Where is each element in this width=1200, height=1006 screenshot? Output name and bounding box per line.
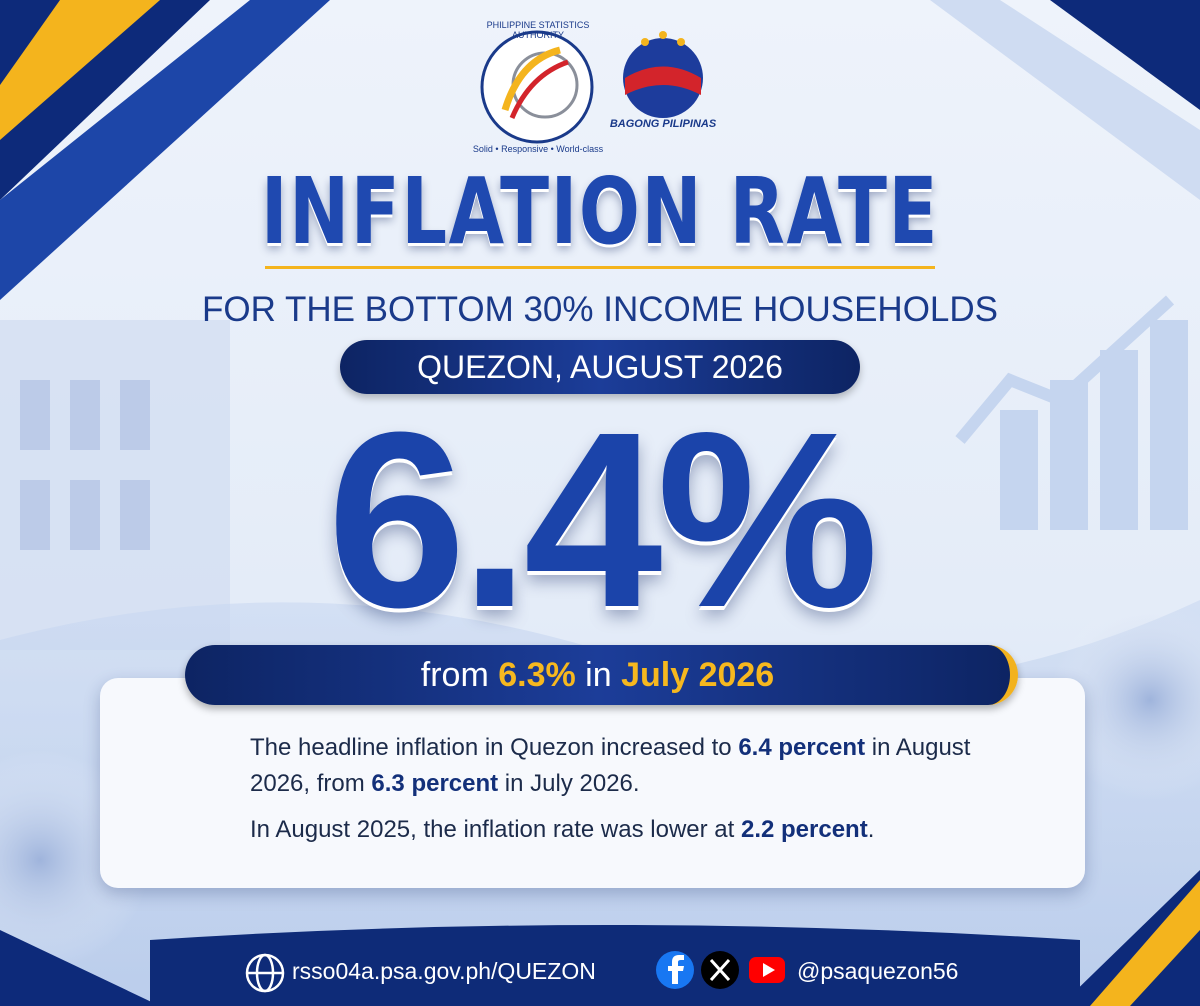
note-text: in July 2026.: [498, 770, 640, 797]
prefix: from: [420, 656, 499, 694]
psa-name: PHILIPPINE STATISTICS AUTHORITY: [486, 20, 590, 40]
note-text: .: [867, 816, 875, 843]
psa-motto: Solid • Responsive • World-class: [472, 144, 604, 154]
note-text: The headline inflation in Quezon increas…: [250, 734, 739, 761]
comparison: from 6.3% in July 2026: [185, 645, 1018, 705]
bagong-pilipinas: BAGONG PILIPINAS: [609, 118, 717, 130]
title: INFLATION RATE: [260, 158, 940, 265]
subtitle: FOR THE BOTTOM 30% INCOME HOUSEHOLDS: [201, 290, 999, 329]
note-emphasis: 6.3 percent: [371, 770, 499, 797]
previous-period: July 2026: [621, 656, 775, 694]
note-emphasis: 2.2 percent: [740, 816, 868, 843]
social-handle: @psaquezon56: [797, 958, 959, 984]
note: The headline inflation in Quezon increas…: [250, 730, 1030, 802]
note: In August 2025, the inflation rate was l…: [250, 812, 1030, 848]
headline-rate: 6.4%: [327, 380, 879, 659]
note-text: in August 2026, from: [250, 734, 978, 797]
location-period: QUEZON, AUGUST 2026: [340, 340, 860, 394]
connector: in: [575, 656, 622, 694]
website: rsso04a.psa.gov.ph/QUEZON: [292, 958, 596, 984]
note-emphasis: 6.4 percent: [738, 734, 866, 761]
previous-rate: 6.3%: [498, 656, 576, 694]
note-text: In August 2025, the inflation rate was l…: [250, 816, 741, 843]
notes-card: [100, 678, 1085, 888]
